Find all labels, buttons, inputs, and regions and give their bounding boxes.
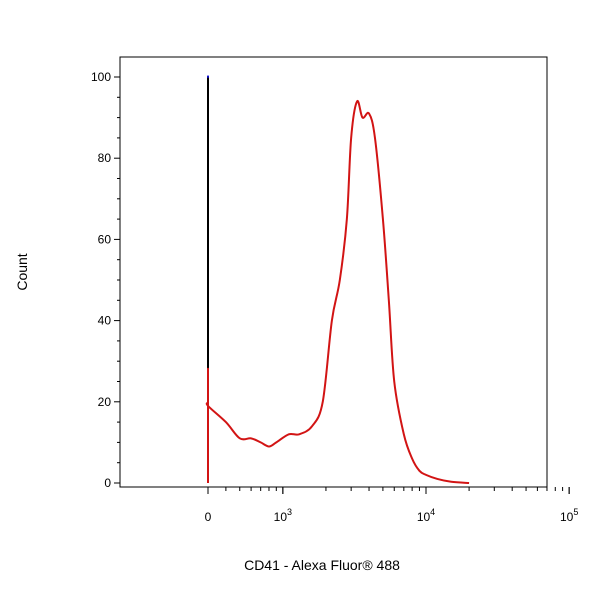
y-axis-ticks: 0 20 40 60 80 100 — [91, 70, 120, 490]
y-tick-label: 80 — [98, 151, 112, 165]
y-tick-label: 60 — [98, 232, 112, 246]
y-tick-label: 20 — [98, 395, 112, 409]
x-tick-label: 103 — [274, 507, 292, 524]
x-axis-ticks: 0 103 104 105 — [205, 487, 578, 524]
y-tick-label: 0 — [104, 476, 111, 490]
red-histogram-line — [205, 100, 470, 484]
x-tick-label: 0 — [205, 510, 212, 524]
x-tick-label: 105 — [560, 507, 578, 524]
y-axis-title: Count — [14, 253, 30, 290]
y-tick-label: 100 — [91, 70, 111, 84]
histogram-series — [205, 75, 470, 484]
x-tick-label: 104 — [417, 507, 435, 524]
plot-frame — [119, 56, 548, 488]
y-tick-label: 40 — [98, 314, 112, 328]
x-axis-title: CD41 - Alexa Fluor® 488 — [244, 557, 400, 573]
